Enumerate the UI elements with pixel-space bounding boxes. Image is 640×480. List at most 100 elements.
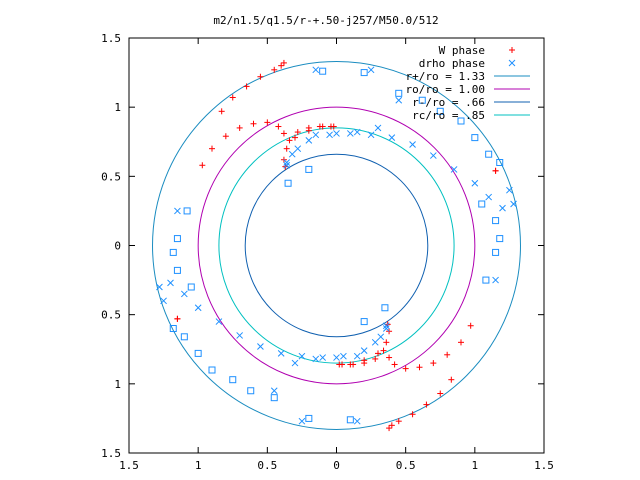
series-2-point-8 [277, 350, 285, 357]
series-1-point-49 [336, 361, 343, 368]
series-2-point-3 [180, 290, 188, 298]
circle-3 [244, 153, 429, 338]
series-1-point-58 [174, 315, 181, 322]
series-2-point-25-b [471, 179, 479, 187]
series-2-point-45-b [492, 276, 499, 284]
square-point-1 [319, 67, 327, 75]
series-2-point-44-b [353, 417, 361, 425]
square-point-23 [194, 349, 202, 357]
legend-marker-2 [508, 59, 516, 67]
series-2-point-12 [360, 347, 368, 354]
series-1-point-54 [395, 418, 402, 425]
series-2-point-1 [156, 283, 163, 291]
series-2-point-4-b [194, 304, 202, 312]
series-2-point-38 [353, 128, 361, 136]
square-point-27 [381, 304, 389, 312]
series-2-point-9-b [298, 352, 306, 360]
series-1-point-17 [292, 134, 298, 141]
square-point-22 [208, 366, 216, 374]
series-1-point-8 [280, 130, 287, 137]
series-2-point-33 [305, 137, 313, 144]
y-tick-label-5: 0.5 [101, 309, 121, 322]
square-point-28 [482, 276, 490, 284]
series-2-point-42-b [283, 159, 291, 166]
square-point-3 [395, 89, 403, 97]
series-2-point-19-b [353, 352, 361, 360]
series-2-point-20-b [371, 338, 379, 346]
series-2-point-43 [298, 417, 306, 425]
square-point-17 [346, 416, 354, 424]
series-1-point-53 [409, 411, 416, 418]
series-2-point-33-b [305, 137, 313, 144]
series-1-point-7 [275, 123, 282, 130]
series-2-point-34-b [288, 150, 296, 158]
series-2-point-36 [395, 96, 403, 104]
series-2-point-27-b [429, 152, 437, 159]
series-1-point-50 [448, 376, 455, 383]
series-2-point-21-b [382, 325, 390, 332]
series-2-point-42 [283, 159, 291, 166]
series-2-point-11 [340, 352, 347, 360]
series-2-point-49-b [174, 207, 181, 215]
series-2-point-40-b [312, 131, 320, 139]
series-2-point-26 [450, 166, 458, 173]
plot-title: m2/n1.5/q1.5/r-+.50-j257/M50.0/512 [213, 14, 438, 27]
series-1-point-34 [416, 364, 423, 371]
series-1-point-20 [330, 123, 337, 130]
series-2-point-15-b [270, 387, 278, 395]
series-2-point-5 [215, 318, 223, 325]
series-1-point-51 [437, 390, 444, 397]
series-2-point-40 [312, 131, 320, 139]
square-point-18 [305, 414, 313, 422]
series-1-point-21 [218, 108, 225, 115]
y-tick-label-7: 1.5 [101, 447, 121, 460]
series-2-point-16-b [291, 359, 299, 367]
series-1-point-48 [347, 361, 354, 368]
series-1-point-10 [294, 129, 301, 136]
series-1-point-39 [372, 355, 379, 362]
series-2-point-32 [326, 131, 333, 139]
legend-marker-2-b [508, 59, 516, 67]
circle-1 [152, 61, 521, 430]
series-1-point-4 [236, 124, 243, 131]
series-2-point-45 [492, 276, 499, 284]
series-1-point-36 [391, 361, 398, 368]
y-tick-label-3: 0.5 [101, 170, 121, 183]
series-2-point-36-b [395, 96, 403, 104]
square-point-12 [183, 207, 191, 215]
square-point-29 [492, 248, 500, 256]
legend-marker-1 [509, 47, 515, 53]
series-2-point-7 [257, 343, 264, 350]
square-point-4 [418, 96, 426, 104]
series-2-point-26-b [450, 166, 458, 173]
series-1-point-5 [250, 120, 257, 127]
series-2-point-30-b [367, 131, 375, 139]
series-2-point-1-b [156, 283, 163, 291]
series-2-point-41-b [294, 145, 302, 153]
square-point-14 [169, 248, 177, 256]
series-2-point-10 [319, 354, 327, 361]
circle-4 [218, 127, 455, 364]
square-point-2 [360, 69, 368, 77]
square-point-13 [173, 235, 181, 243]
series-1-point-45 [383, 339, 390, 346]
legend-label-3: r+/ro = 1.33 [406, 70, 485, 83]
series-2-point-24-b [485, 193, 493, 201]
square-point-26 [360, 318, 368, 326]
series-1-point-55 [388, 422, 395, 429]
series-2-point-38-b [353, 128, 361, 136]
series-2-point-43-b [298, 417, 306, 425]
legend-label-5: r-/ro = .66 [412, 96, 485, 109]
square-point-30 [496, 235, 504, 243]
series-2-point-48 [312, 66, 320, 74]
square-point-7 [471, 134, 479, 142]
series-2-point-29 [388, 134, 396, 141]
square-point-24 [180, 333, 188, 341]
series-2-point-14-b [382, 322, 390, 330]
x-tick-label-1: 1.5 [119, 459, 139, 472]
square-point-9 [496, 159, 504, 166]
series-2-point-10-b [319, 354, 327, 361]
series-1-point-46 [375, 350, 381, 357]
series-2-point-23-b [499, 204, 506, 212]
